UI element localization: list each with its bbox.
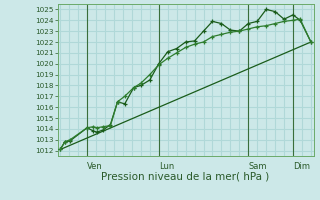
X-axis label: Pression niveau de la mer( hPa ): Pression niveau de la mer( hPa ) (101, 172, 270, 182)
Text: Dim: Dim (293, 162, 310, 171)
Text: Lun: Lun (159, 162, 174, 171)
Text: Ven: Ven (87, 162, 103, 171)
Text: Sam: Sam (248, 162, 267, 171)
